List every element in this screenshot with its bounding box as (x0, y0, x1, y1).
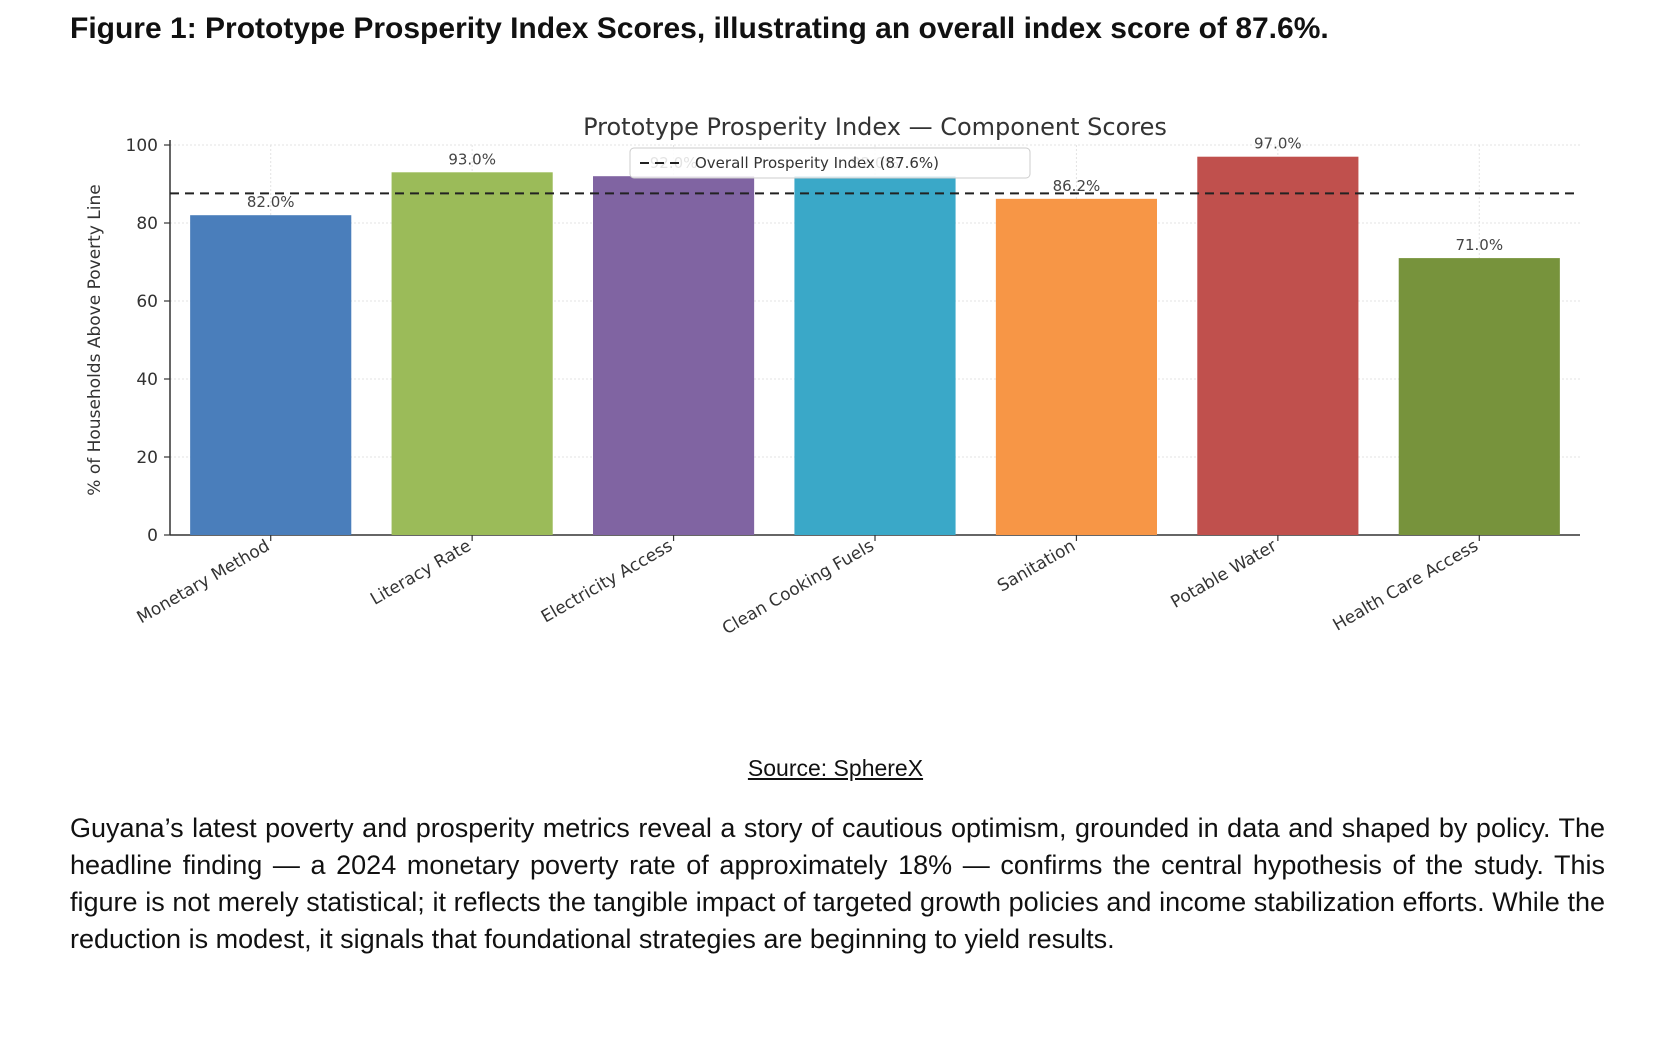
chart-container: Prototype Prosperity Index — Component S… (70, 110, 1610, 720)
y-tick-label: 80 (136, 214, 158, 234)
bar-potable-water (1197, 156, 1359, 535)
bar-chart: Prototype Prosperity Index — Component S… (85, 113, 1580, 639)
value-label: 93.0% (448, 150, 496, 168)
bar-literacy-rate (391, 172, 553, 536)
x-tick-label: Sanitation (994, 536, 1079, 597)
bars (190, 156, 1560, 536)
value-label: 71.0% (1455, 236, 1503, 254)
y-tick-label: 60 (136, 292, 158, 312)
bar-monetary-method (190, 215, 352, 535)
x-tick-label: Health Care Access (1330, 536, 1482, 635)
bar-health-care-access (1398, 258, 1560, 535)
bar-clean-cooking-fuels (794, 176, 956, 535)
x-ticks: Monetary Method Literacy Rate Electricity … (134, 535, 1482, 639)
value-label: 82.0% (247, 193, 295, 211)
y-ticks: 0 20 40 60 80 100 (126, 136, 170, 546)
x-tick-label: Monetary Method (134, 536, 274, 628)
x-tick-label: Electricity Access (538, 536, 676, 627)
y-tick-label: 0 (147, 526, 158, 546)
body-paragraph: Guyana’s latest poverty and prosperity m… (70, 813, 1605, 954)
chart-title: Prototype Prosperity Index — Component S… (583, 113, 1167, 141)
figure-caption: Figure 1: Prototype Prosperity Index Sco… (70, 12, 1329, 45)
y-axis-label: % of Households Above Poverty Line (85, 184, 105, 495)
y-tick-label: 100 (126, 136, 158, 156)
source-note: Source: SphereX (747, 755, 924, 781)
value-label: 97.0% (1254, 135, 1302, 153)
x-tick-label: Clean Cooking Fuels (719, 536, 878, 639)
x-tick-label: Potable Water (1168, 536, 1281, 613)
legend-label: Overall Prosperity Index (87.6%) (695, 154, 939, 172)
x-tick-label: Literacy Rate (367, 536, 474, 610)
bar-sanitation (995, 198, 1157, 535)
value-label: 86.2% (1053, 177, 1101, 195)
bar-electricity-access (593, 176, 755, 535)
legend-box (629, 147, 1031, 179)
y-tick-label: 40 (136, 370, 158, 390)
legend: Overall Prosperity Index (87.6%) (629, 147, 1031, 179)
y-tick-label: 20 (136, 448, 158, 468)
